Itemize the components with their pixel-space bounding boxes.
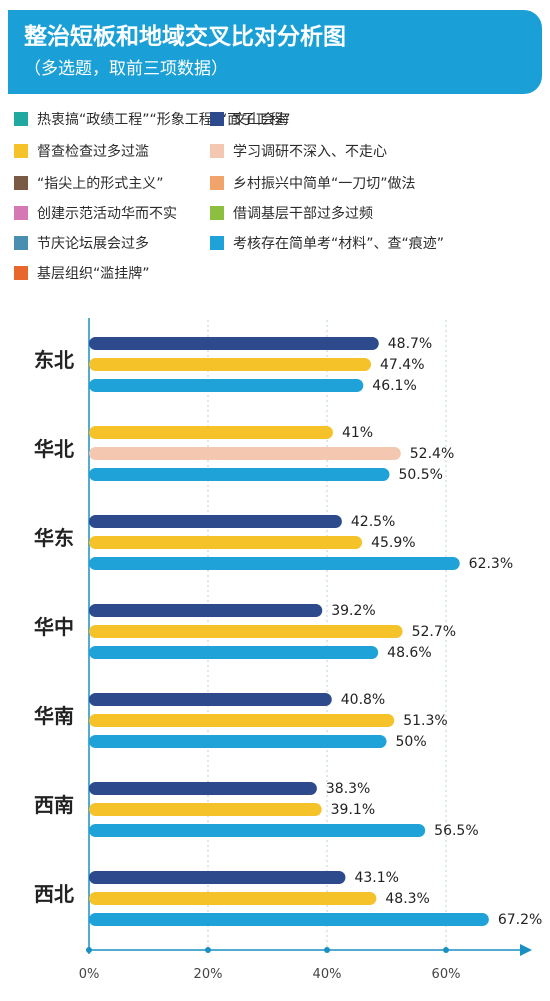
legend-label: 学习调研不深入、不走心 (233, 144, 387, 160)
legend-swatch (210, 206, 224, 220)
region-label: 华东 (34, 526, 74, 550)
region-label: 华南 (34, 704, 74, 728)
bar (89, 358, 372, 371)
bar (89, 913, 489, 926)
bar (89, 557, 460, 570)
bar (89, 871, 346, 884)
bar (89, 646, 379, 659)
legend-item: “指尖上的形式主义” (14, 172, 164, 194)
legend-label: 乡村振兴中简单“一刀切”做法 (233, 176, 416, 192)
data-label: 62.3% (469, 556, 513, 572)
legend-swatch (14, 176, 28, 190)
data-label: 41% (342, 425, 373, 441)
bar (89, 515, 342, 528)
legend-swatch (14, 112, 28, 126)
legend-swatch (14, 144, 28, 158)
data-label: 56.5% (434, 823, 478, 839)
data-label: 52.4% (410, 446, 454, 462)
legend-label: 文山会海 (233, 112, 289, 128)
legend-item: 基层组织“滥挂牌” (14, 262, 150, 284)
bar (89, 625, 403, 638)
data-label: 52.7% (412, 624, 456, 640)
data-label: 48.3% (385, 891, 429, 907)
bar (89, 426, 333, 439)
legend-swatch (210, 112, 224, 126)
bar (89, 468, 390, 481)
legend-label: “指尖上的形式主义” (37, 176, 164, 192)
data-label: 50.5% (398, 467, 442, 483)
data-label: 47.4% (380, 357, 424, 373)
data-label: 42.5% (351, 514, 395, 530)
data-label: 45.9% (371, 535, 415, 551)
bar (89, 379, 364, 392)
data-label: 48.7% (388, 336, 432, 352)
chart-title: 整治短板和地域交叉比对分析图 (24, 24, 346, 50)
legend-label: 创建示范活动华而不实 (37, 206, 177, 222)
x-tick-label: 20% (194, 967, 223, 982)
bar (89, 782, 317, 795)
title-banner: 整治短板和地域交叉比对分析图 （多选题，取前三项数据） (8, 10, 542, 94)
legend-label: 借调基层干部过多过频 (233, 206, 373, 222)
legend-label: 节庆论坛展会过多 (37, 236, 149, 252)
bar (89, 714, 395, 727)
region-label: 东北 (34, 348, 74, 372)
x-tick (443, 947, 449, 953)
x-tick-label: 40% (313, 967, 342, 982)
legend-item: 乡村振兴中简单“一刀切”做法 (210, 172, 416, 194)
legend-item: 借调基层干部过多过频 (210, 202, 373, 224)
legend: 热衷搞“政绩工程”“形象工程”“面子工程” 文山会海督查检查过多过滥 学习调研不深入… (0, 0, 550, 300)
bar (89, 735, 387, 748)
legend-item: 文山会海 (210, 108, 289, 130)
legend-item: 督查检查过多过滥 (14, 140, 149, 162)
data-label: 50% (396, 734, 427, 750)
data-label: 39.1% (331, 802, 375, 818)
chart-subtitle: （多选题，取前三项数据） (24, 59, 228, 79)
bar (89, 447, 401, 460)
data-label: 40.8% (341, 692, 385, 708)
x-tick-label: 0% (79, 967, 100, 982)
bar (89, 693, 332, 706)
data-label: 51.3% (403, 713, 447, 729)
legend-swatch (210, 236, 224, 250)
legend-swatch (210, 144, 224, 158)
legend-item: 热衷搞“政绩工程”“形象工程”“面子工程” (14, 108, 291, 130)
legend-item: 考核存在简单考“材料”、查“痕迹” (210, 232, 444, 254)
legend-swatch (14, 206, 28, 220)
region-label: 西北 (34, 882, 74, 906)
bar (89, 892, 377, 905)
region-label: 华北 (34, 437, 74, 461)
x-tick (205, 947, 211, 953)
x-tick-label: 60% (432, 967, 461, 982)
bar (89, 803, 322, 816)
region-label: 西南 (34, 793, 74, 817)
x-tick (86, 947, 92, 953)
legend-swatch (14, 266, 28, 280)
legend-item: 创建示范活动华而不实 (14, 202, 177, 224)
legend-swatch (210, 176, 224, 190)
data-label: 39.2% (331, 603, 375, 619)
data-label: 38.3% (326, 781, 370, 797)
bar (89, 536, 363, 549)
data-label: 48.6% (387, 645, 431, 661)
data-label: 67.2% (498, 912, 542, 928)
data-label: 43.1% (354, 870, 398, 886)
bar (89, 604, 323, 617)
data-label: 46.1% (372, 378, 416, 394)
region-label: 华中 (34, 615, 74, 639)
legend-label: 考核存在简单考“材料”、查“痕迹” (233, 236, 445, 252)
legend-item: 学习调研不深入、不走心 (210, 140, 387, 162)
bar (89, 824, 426, 837)
legend-label: 热衷搞“政绩工程”“形象工程”“面子工程” (37, 112, 291, 128)
legend-item: 节庆论坛展会过多 (14, 232, 149, 254)
x-tick (324, 947, 330, 953)
legend-label: 基层组织“滥挂牌” (37, 266, 150, 282)
x-axis-arrow (520, 944, 532, 956)
legend-swatch (14, 236, 28, 250)
bar (89, 337, 379, 350)
legend-label: 督查检查过多过滥 (37, 144, 149, 160)
